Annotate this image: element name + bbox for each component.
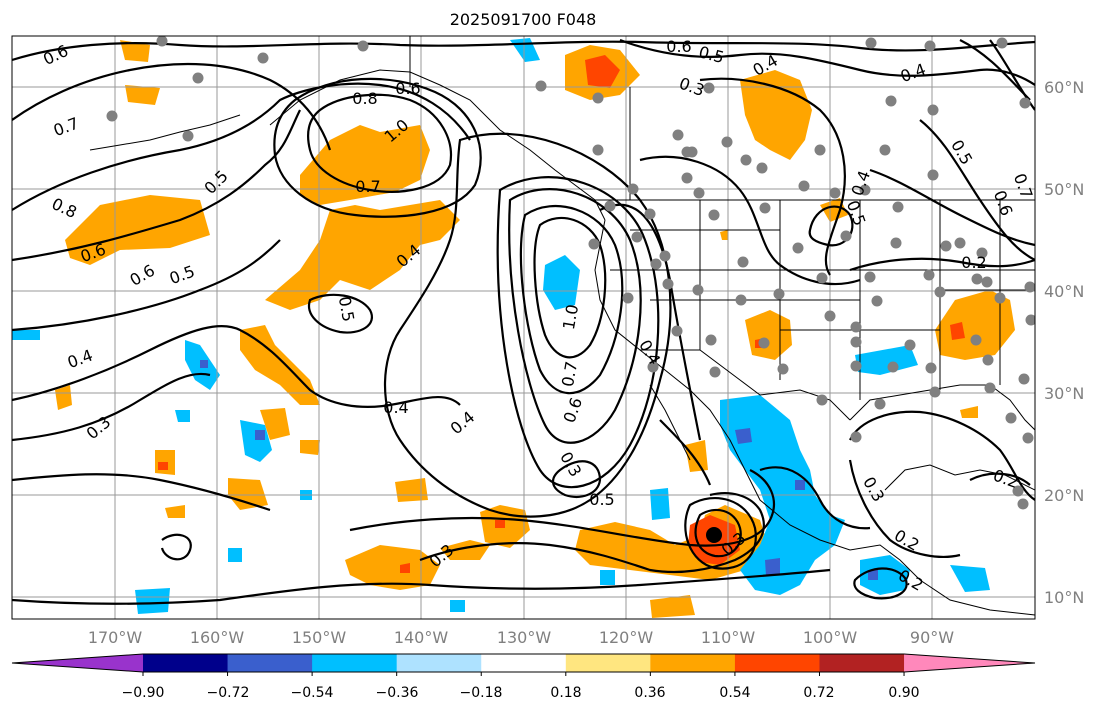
contour-labels: 0.6 0.6 0.5 0.4 0.3 0.7 0.8 0.6 1.0 0.5 … [40,37,1035,595]
colorbar-segment [819,654,905,672]
contour-label: 1.0 [559,303,582,331]
coastlines [89,36,1035,616]
lon-label: 120°W [599,628,654,647]
lon-label: 130°W [497,628,552,647]
lat-label: 10°N [1044,588,1084,607]
latitude-labels: 60°N 50°N 40°N 30°N 20°N 10°N [1044,78,1084,607]
contour-label: 0.7 [558,360,581,388]
lon-label: 110°W [701,628,756,647]
contour-label: 0.7 [355,177,380,196]
lon-label: 170°W [88,628,143,647]
colorbar-segment [396,654,482,672]
map-frame [11,35,1036,620]
colorbar-segment [650,654,736,672]
strong-negative-shading [200,360,878,580]
contour-label: 0.2 [961,253,986,272]
colorbar-tick: 0.90 [888,685,919,701]
contour-label: 0.8 [352,89,377,108]
colorbar-tick: 0.72 [803,685,834,701]
colorbar-tick: 0.36 [634,685,665,701]
lon-label: 90°W [910,628,954,647]
lat-label: 50°N [1044,180,1084,199]
contour-label: 0.6 [666,37,691,56]
contour-lines [12,38,1035,605]
colorbar-tick: −0.72 [207,685,250,701]
lon-label: 140°W [394,628,449,647]
colorbar-segment [227,654,313,672]
colorbar-extend-min [12,654,143,672]
longitude-labels: 170°W 160°W 150°W 140°W 130°W 120°W 110°… [88,628,954,647]
lon-label: 150°W [292,628,347,647]
colorbar-segment [565,654,651,672]
colorbar-segment [312,654,398,672]
contour-label: 0.5 [589,490,614,509]
storm-center-marker [706,527,722,543]
contour-label: 0.4 [383,398,408,417]
lat-label: 20°N [1044,486,1084,505]
colorbar-tick: 0.18 [550,685,581,701]
lat-label: 30°N [1044,384,1084,403]
colorbar-segment [734,654,820,672]
colorbar-tick: −0.36 [376,685,419,701]
lon-label: 160°W [190,628,245,647]
colorbar-segment [481,654,567,672]
station-markers [106,36,1035,510]
colorbar-segment [143,654,229,672]
colorbar-tick: 0.54 [719,685,750,701]
colorbar-tick: −0.90 [122,685,165,701]
colorbar-tick: −0.18 [460,685,503,701]
colorbar [11,653,1036,676]
lat-label: 40°N [1044,282,1084,301]
colorbar-tick: −0.54 [291,685,334,701]
map-title: 2025091700 F048 [450,10,597,29]
colorbar-extend-max [904,654,1035,672]
contour-label: 0.6 [395,79,420,98]
lat-label: 60°N [1044,78,1084,97]
map-content: 0.6 0.6 0.5 0.4 0.3 0.7 0.8 0.6 1.0 0.5 … [12,36,1035,619]
contour-label: 0.5 [335,295,358,323]
colorbar-tick-labels: −0.90 −0.72 −0.54 −0.36 −0.18 0.18 0.36 … [122,685,920,701]
lon-label: 100°W [803,628,858,647]
